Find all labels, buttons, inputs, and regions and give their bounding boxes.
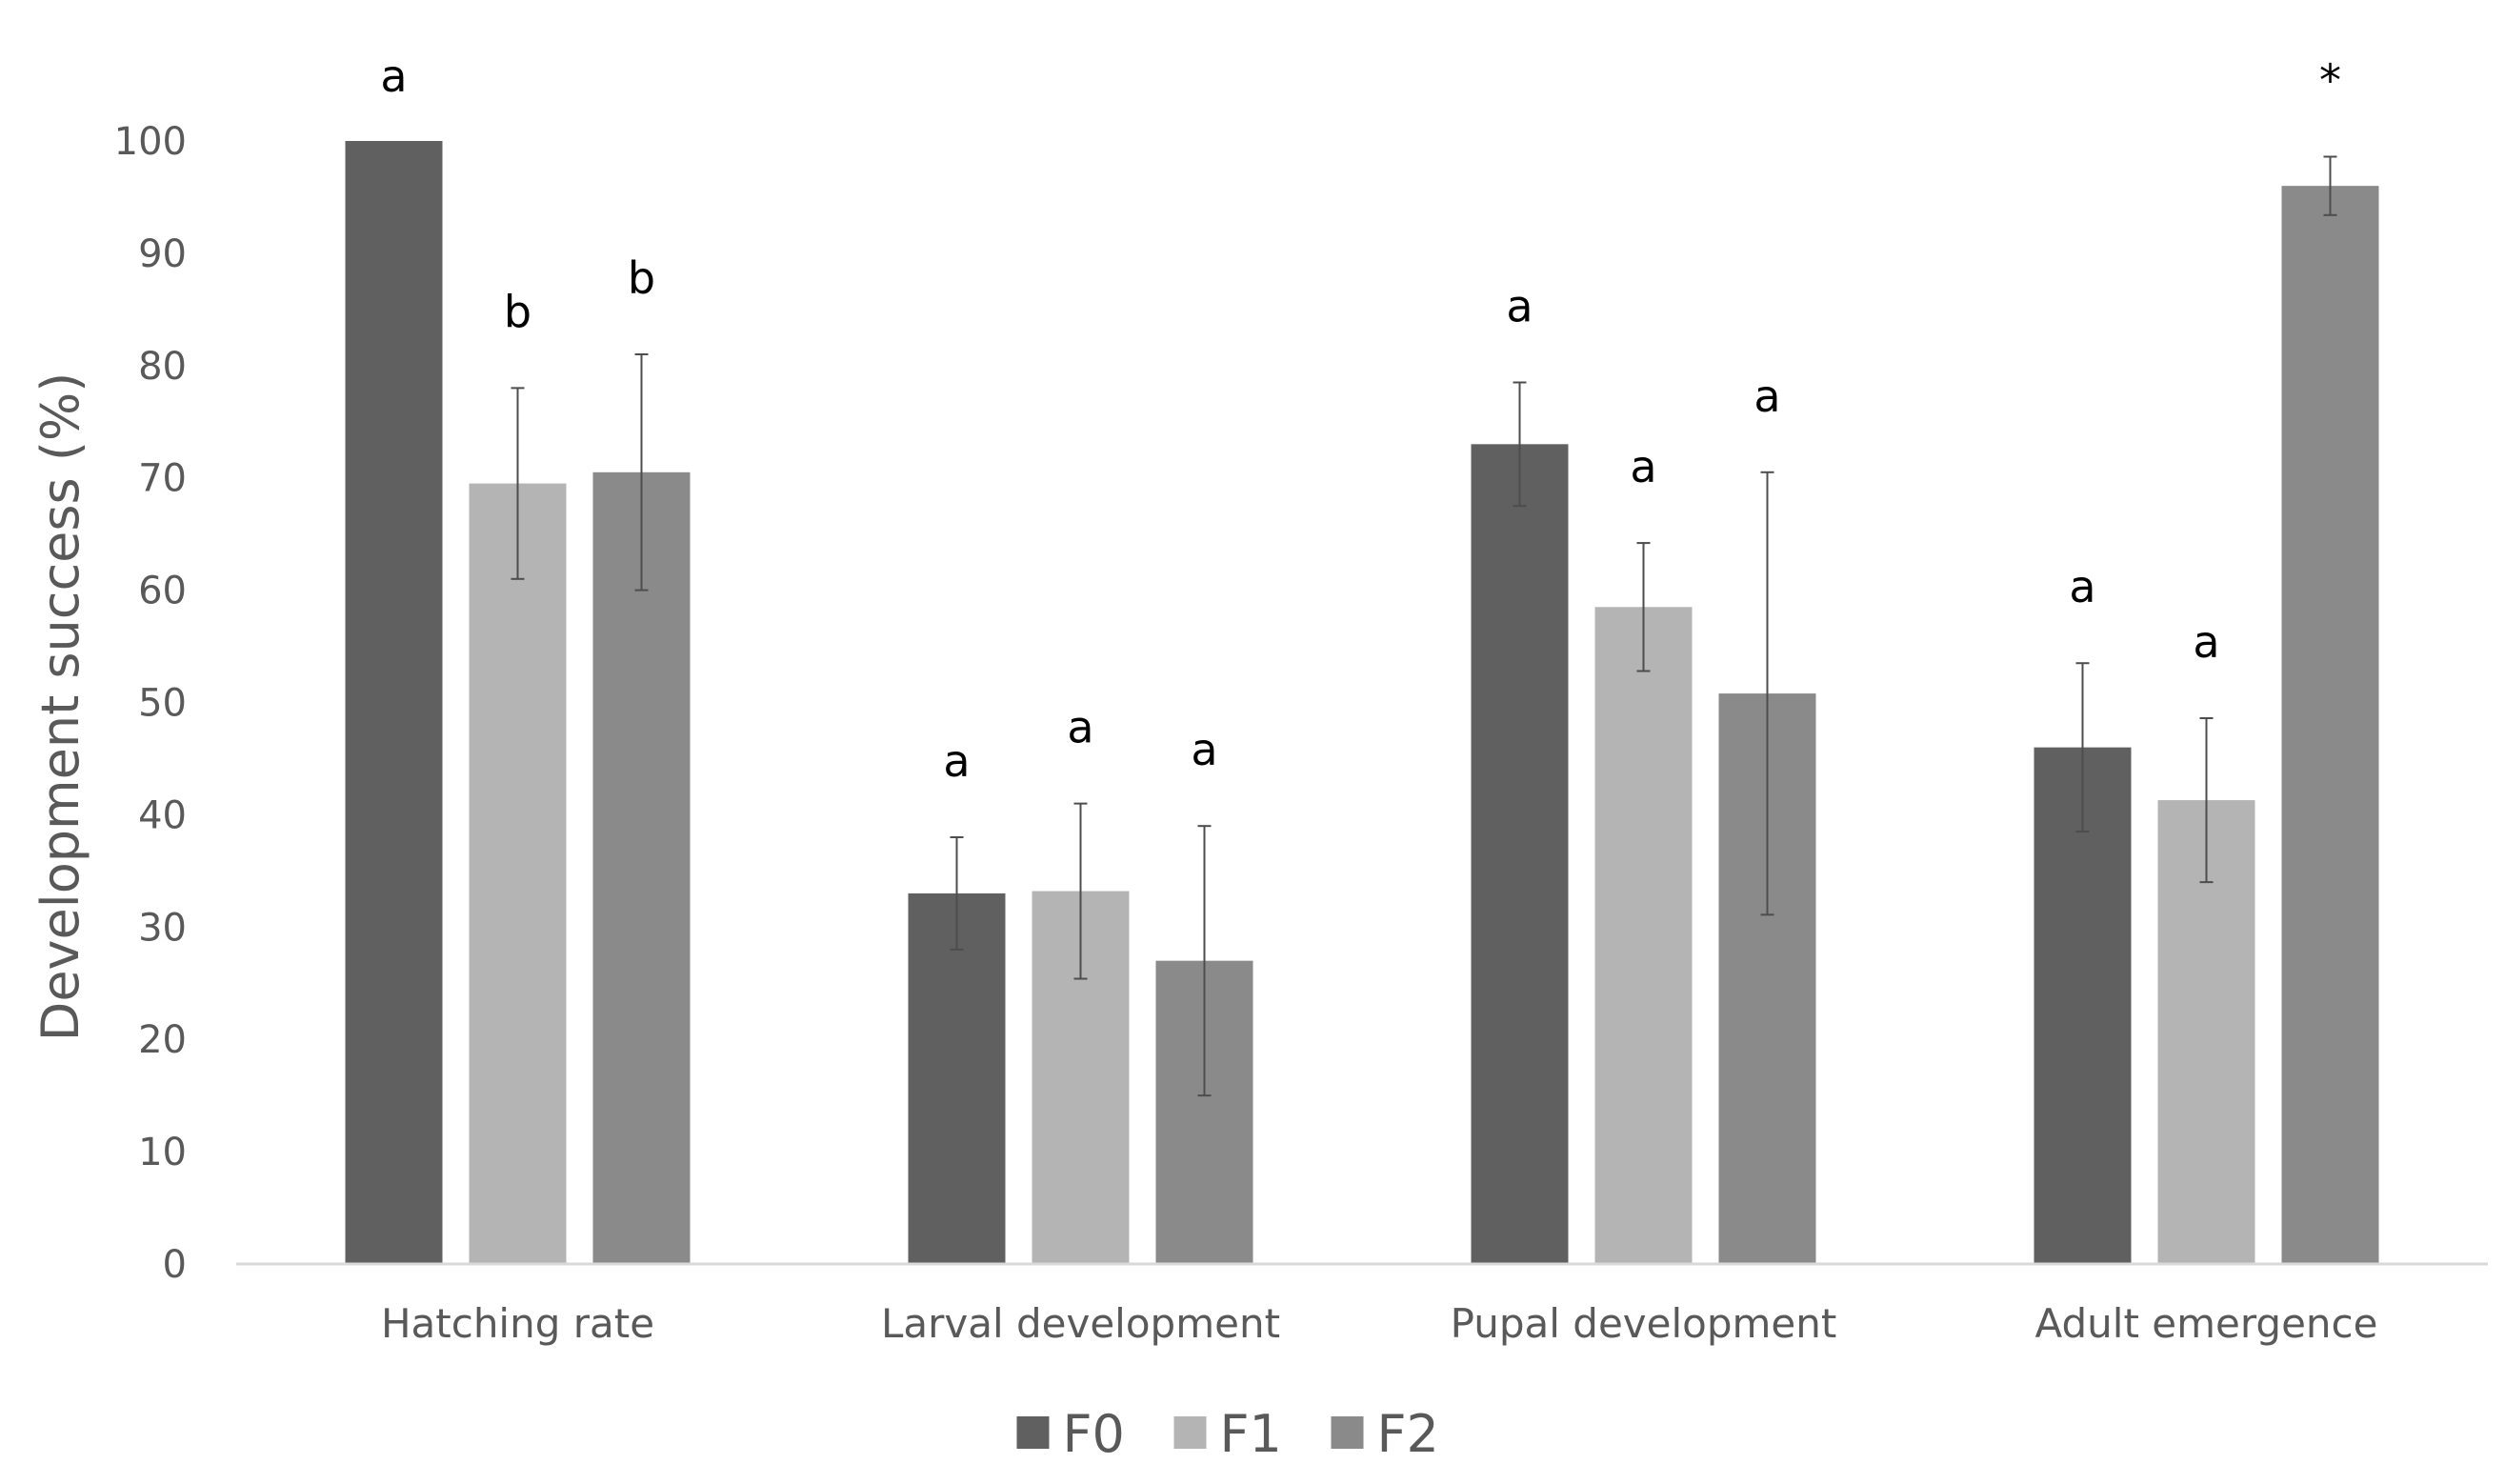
category-label: Pupal development [1451, 1300, 1837, 1347]
y-tick-label: 50 [138, 682, 187, 726]
category-label: Larval development [881, 1300, 1280, 1347]
bar-f0-larval-development [908, 892, 1006, 1264]
y-axis-title: Development success (%) [30, 372, 90, 1042]
legend-swatch-f2 [1331, 1416, 1364, 1449]
error-bars-group [511, 155, 2337, 1097]
bar-f0-adult-emergence [2034, 747, 2132, 1264]
bar-f0-hatching-rate [345, 141, 443, 1264]
legend-label-f2: F2 [1377, 1404, 1439, 1464]
y-tick-label: 100 [114, 120, 187, 164]
significance-letter: a [943, 735, 970, 787]
y-tick-label: 10 [138, 1131, 187, 1174]
bar-f2-adult-emergence [2281, 186, 2379, 1264]
legend: F0 F1 F2 [1016, 1404, 1439, 1464]
y-tick-label: 0 [163, 1243, 187, 1287]
bar-f1-pupal-development [1594, 607, 1693, 1264]
bar-f2-hatching-rate [592, 471, 691, 1264]
y-tick-label: 80 [138, 345, 187, 389]
category-label: Adult emergence [2035, 1300, 2378, 1347]
y-tick-label: 40 [138, 793, 187, 837]
category-labels: Hatching rate Larval development Pupal dev… [381, 1300, 2378, 1347]
significance-letter: * [2319, 55, 2341, 107]
bar-f0-pupal-development [1471, 444, 1569, 1265]
y-tick-label: 60 [138, 570, 187, 613]
significance-letter: a [1754, 371, 1780, 422]
y-tick-label: 70 [138, 457, 187, 501]
bar-f1-hatching-rate [469, 483, 567, 1265]
significance-letter: a [1067, 702, 1093, 753]
y-tick-label: 30 [138, 906, 187, 950]
y-axis-title-group: Development success (%) [30, 372, 90, 1042]
bars-group [345, 141, 2379, 1265]
significance-letter: b [628, 252, 655, 304]
legend-swatch-f1 [1173, 1416, 1207, 1449]
significance-letter: a [1191, 724, 1217, 775]
significance-labels-group: a b b a a a a a a a a * [380, 50, 2341, 787]
significance-letter: a [2193, 616, 2219, 668]
significance-letter: a [1630, 441, 1656, 492]
significance-letter: a [380, 50, 407, 102]
y-tick-label: 90 [138, 232, 187, 276]
significance-letter: a [2069, 561, 2095, 612]
y-tick-labels: 0 10 20 30 40 50 60 70 80 90 100 [114, 120, 187, 1287]
legend-label-f1: F1 [1220, 1404, 1282, 1464]
legend-label-f0: F0 [1063, 1404, 1125, 1464]
legend-swatch-f0 [1016, 1416, 1050, 1449]
significance-letter: a [1506, 280, 1533, 331]
significance-letter: b [504, 286, 531, 337]
y-tick-label: 20 [138, 1018, 187, 1062]
category-label: Hatching rate [381, 1300, 654, 1347]
